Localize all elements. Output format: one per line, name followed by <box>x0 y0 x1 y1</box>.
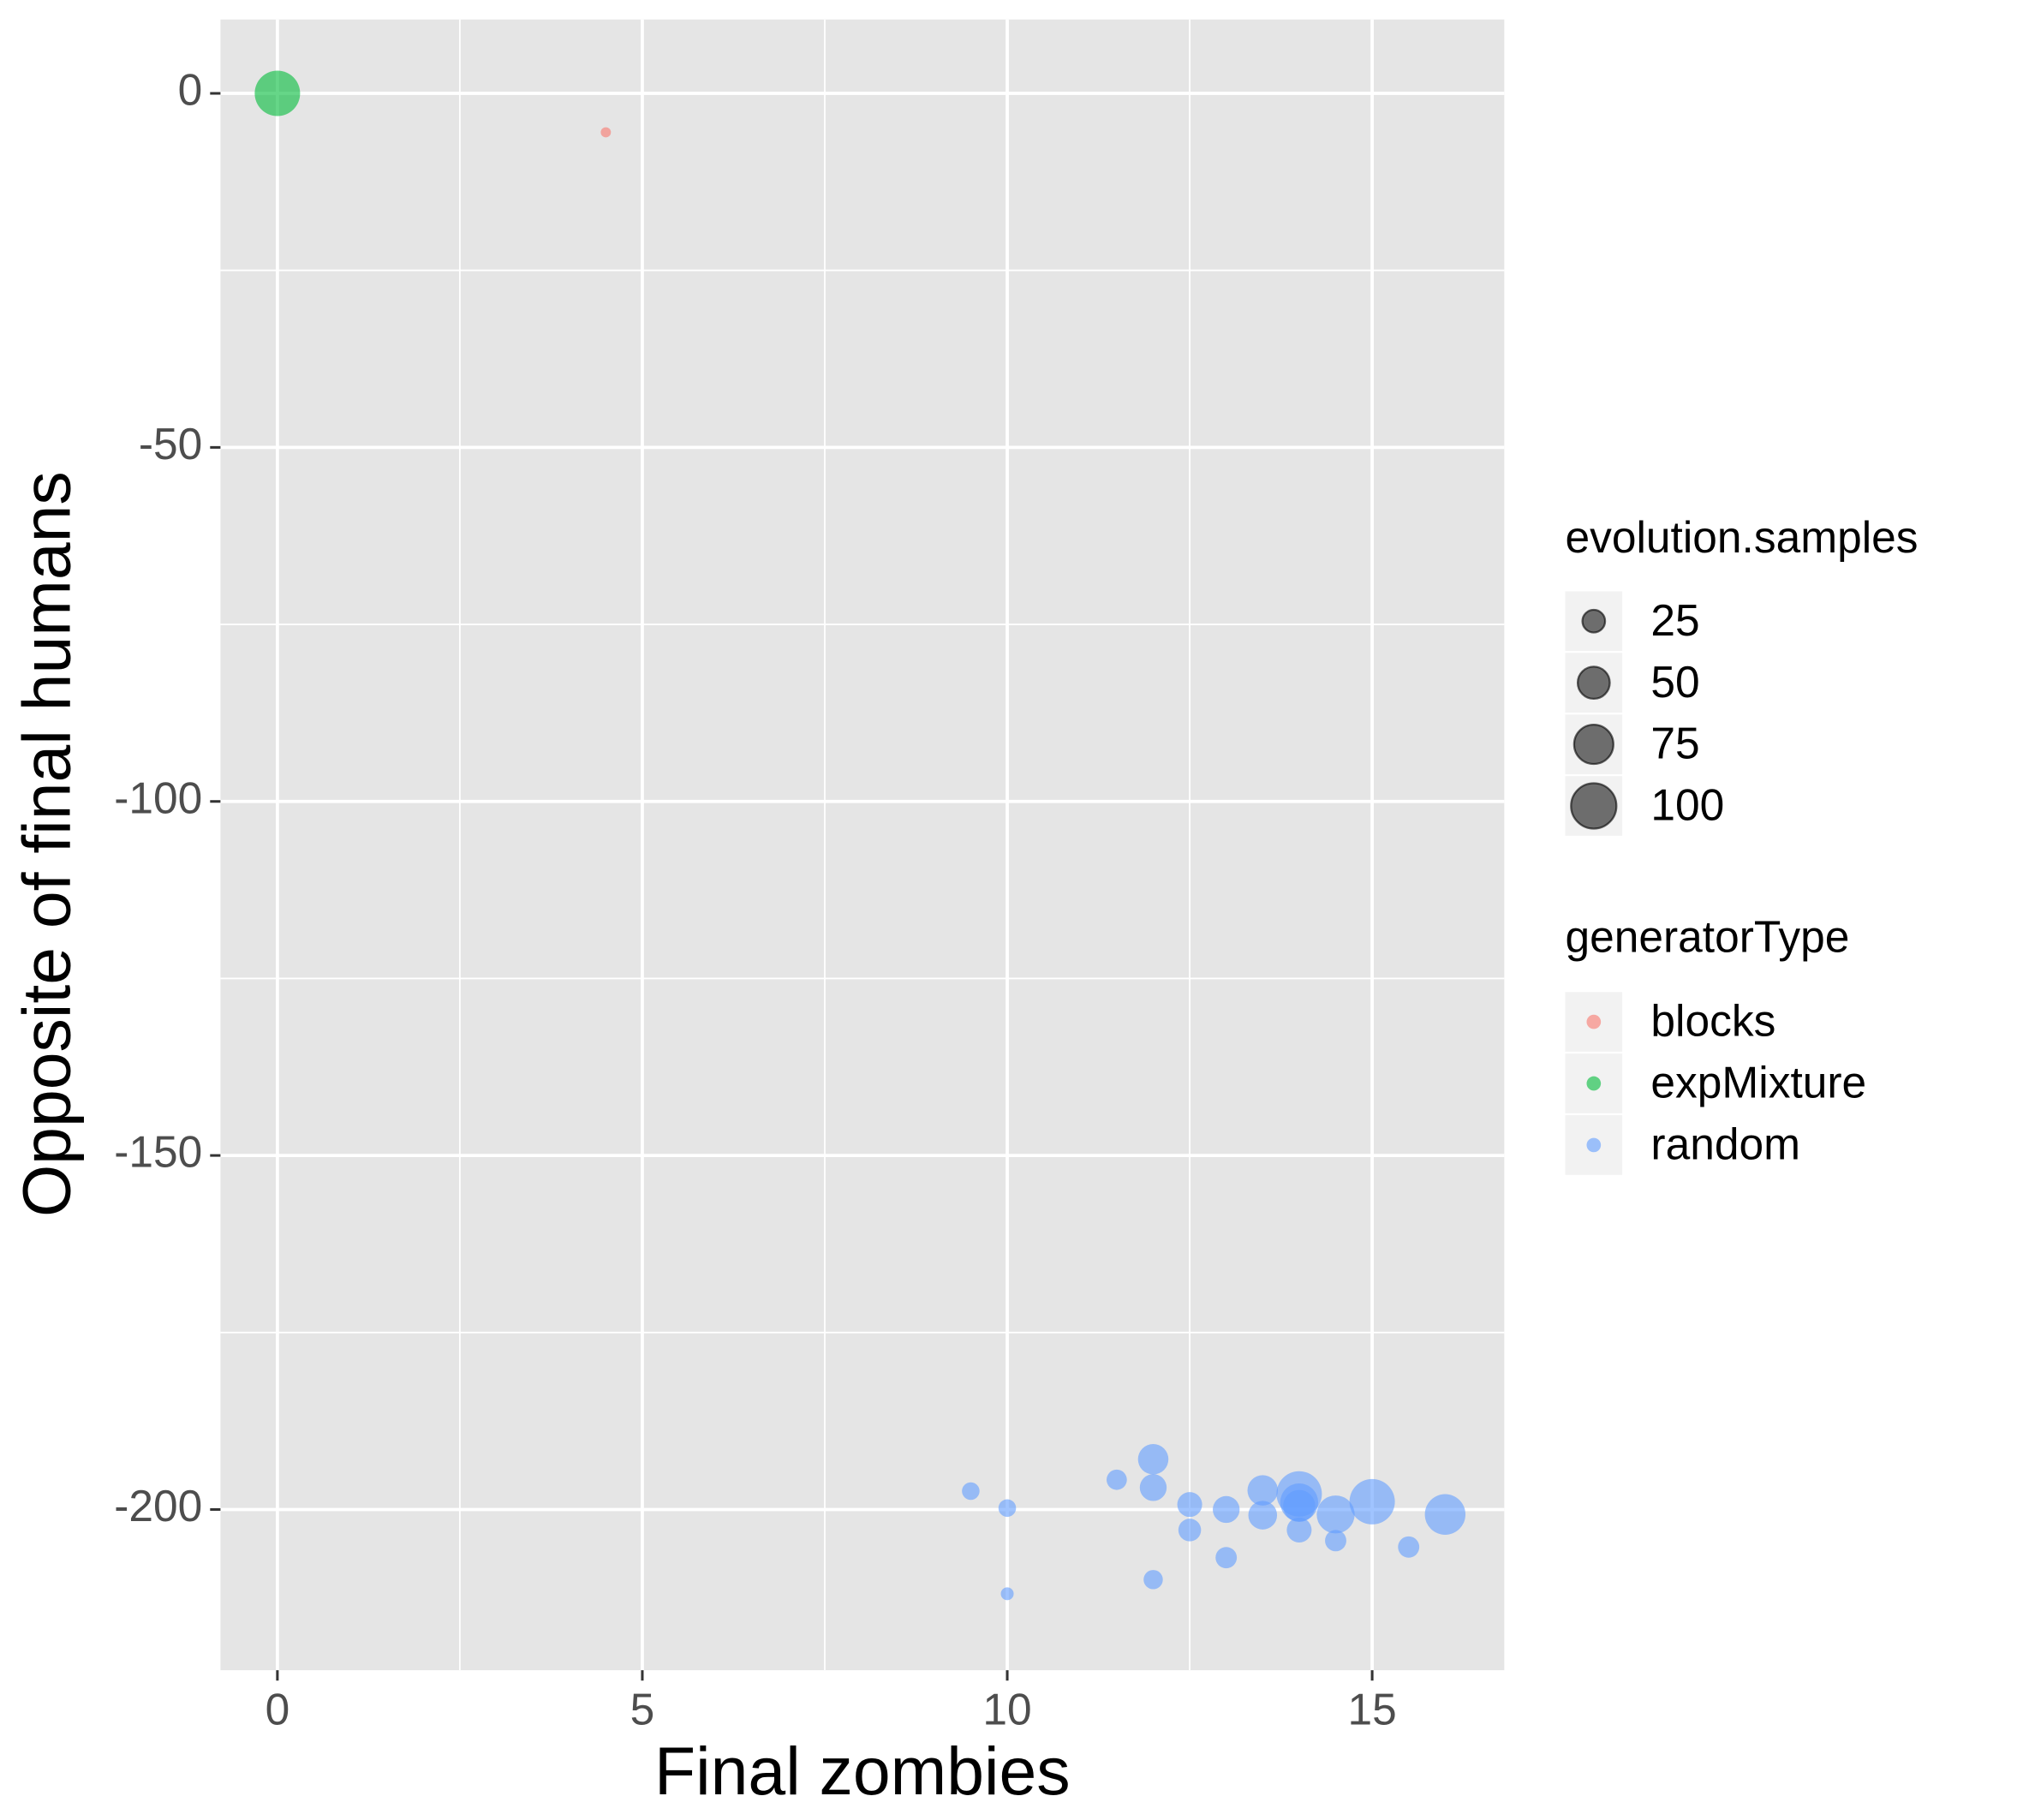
point <box>1143 1570 1163 1590</box>
point <box>1325 1530 1346 1552</box>
legend-label: random <box>1650 1119 1800 1169</box>
x-axis-title: Final zombies <box>654 1733 1071 1809</box>
legend-symbol <box>1581 608 1607 634</box>
y-tick-label: -50 <box>139 419 202 468</box>
legend-symbol <box>1586 1137 1602 1153</box>
point <box>1215 1547 1238 1569</box>
legend-label: blocks <box>1650 996 1775 1046</box>
point <box>1283 1489 1316 1523</box>
legend-label: 25 <box>1650 595 1699 645</box>
legend-symbol <box>1572 723 1614 766</box>
legend: evolution.samples 25 50 75 100 generatorType b… <box>1565 512 1919 1175</box>
x-tick-label: 5 <box>630 1685 655 1734</box>
y-tick-label: 0 <box>178 65 203 115</box>
point <box>1247 1475 1279 1506</box>
point <box>1107 1469 1127 1490</box>
point <box>1286 1517 1312 1543</box>
legend-symbol <box>1570 782 1618 830</box>
legend-label: 75 <box>1650 719 1699 768</box>
legend-label: expMixture <box>1650 1058 1866 1107</box>
legend-symbol <box>1586 1014 1602 1029</box>
point <box>1137 1443 1169 1475</box>
point <box>1316 1495 1355 1534</box>
point <box>600 127 612 138</box>
point <box>1248 1501 1278 1530</box>
grid <box>220 19 1505 1671</box>
point <box>962 1482 980 1501</box>
point <box>998 1499 1017 1518</box>
legend-symbol <box>1586 1076 1602 1091</box>
points <box>254 70 1466 1601</box>
point <box>1139 1474 1167 1501</box>
point <box>1398 1536 1420 1558</box>
x-tick-label: 0 <box>266 1685 290 1734</box>
x-tick-label: 15 <box>1347 1685 1396 1734</box>
point <box>1213 1495 1240 1524</box>
x-tick-label: 10 <box>982 1685 1031 1734</box>
point <box>1178 1519 1202 1542</box>
point <box>1349 1478 1395 1525</box>
point <box>1424 1494 1466 1535</box>
y-tick-label: -100 <box>114 773 202 822</box>
legend-label: 100 <box>1650 780 1724 830</box>
point <box>254 70 301 116</box>
panel <box>220 19 1505 1671</box>
y-axis-title: Opposite of final humans <box>9 471 84 1217</box>
legend-symbol <box>1576 665 1611 701</box>
y-tick-label: -150 <box>114 1127 202 1177</box>
legend-label: 50 <box>1650 657 1699 707</box>
y-tick-label: -200 <box>114 1481 202 1531</box>
point <box>1000 1587 1014 1601</box>
legend-title: generatorType <box>1566 911 1850 961</box>
point <box>1177 1492 1202 1518</box>
legend-title: evolution.samples <box>1566 512 1919 562</box>
